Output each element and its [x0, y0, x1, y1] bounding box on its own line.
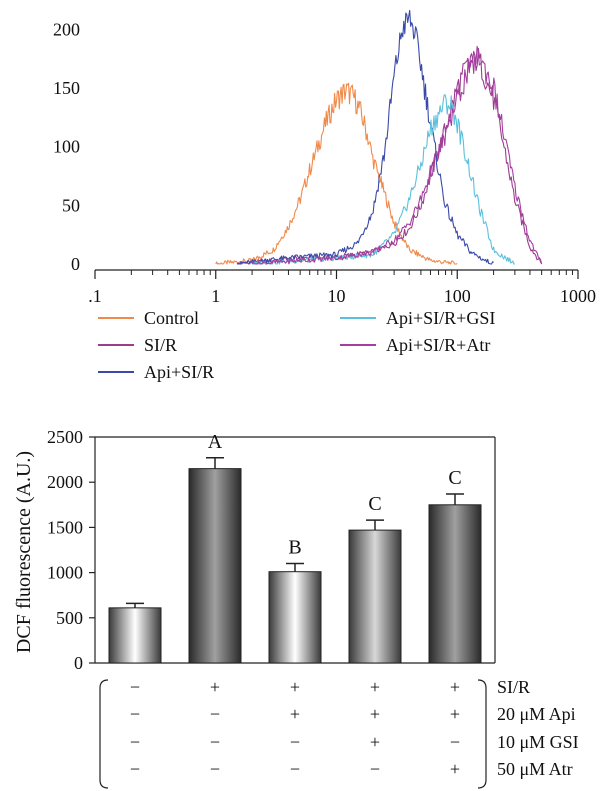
bar-chart-y-tick-label: 2000 — [47, 472, 83, 492]
condition-sign: + — [290, 677, 300, 697]
legend-label: Api+SI/R — [144, 362, 214, 382]
bar — [108, 607, 162, 664]
bar — [268, 571, 322, 664]
bar — [348, 529, 402, 664]
bar — [188, 468, 242, 664]
bar-chart-bars: A B C C — [108, 431, 482, 664]
histogram-y-tick-label: 100 — [53, 137, 80, 157]
bar — [428, 504, 482, 664]
bar-chart-y-tick-label: 500 — [56, 608, 83, 628]
histogram-x-tick-label: 1 — [211, 286, 220, 306]
condition-sign: + — [370, 677, 380, 697]
histogram-legend: Control SI/R Api+SI/R Api+SI/R+GSI Api+SI/R+… — [98, 308, 495, 382]
bar-chart-y-tick-label: 2500 — [47, 427, 83, 447]
condition-sign: + — [450, 759, 460, 779]
condition-sign: − — [130, 704, 140, 724]
condition-label: SI/R — [497, 677, 530, 697]
condition-table: − + + + + SI/R − − + + +20 μM Api − − − + − 10 μM GSI − − −… — [99, 677, 579, 789]
bar-chart-y-tick-label: 1000 — [47, 563, 83, 583]
histogram-x-tick-label: 100 — [444, 286, 471, 306]
bar-chart-y-axis-label: DCF fluorescence (A.U.) — [13, 451, 35, 653]
condition-sign: + — [370, 732, 380, 752]
histogram-x-tick-label: 1000 — [560, 286, 596, 306]
histogram-series-line — [236, 47, 543, 265]
bar-chart-y-tick-label: 0 — [74, 653, 83, 673]
condition-sign: + — [210, 677, 220, 697]
significance-label: C — [368, 493, 381, 515]
histogram-y-tick-label: 0 — [71, 254, 80, 274]
condition-label: 10 μM GSI — [497, 732, 579, 752]
condition-sign: − — [290, 759, 300, 779]
legend-label: Api+SI/R+GSI — [386, 308, 495, 328]
condition-sign: + — [370, 704, 380, 724]
bar-chart-y-ticks: 0 500 1000 1500 2000 2500 — [47, 427, 95, 673]
condition-sign: − — [210, 704, 220, 724]
legend-label: Control — [144, 308, 199, 328]
legend-label: Api+SI/R+Atr — [386, 335, 490, 355]
histogram-series-line — [237, 9, 494, 265]
condition-sign: − — [130, 759, 140, 779]
condition-sign: − — [450, 732, 460, 752]
condition-sign: − — [210, 759, 220, 779]
histogram-y-tick-label: 50 — [62, 195, 80, 215]
histogram-series-line — [252, 94, 515, 265]
histogram-y-ticks: 0 50 100 150 200 — [53, 19, 80, 274]
histogram-x-tick-label: 10 — [328, 286, 346, 306]
legend-label: SI/R — [144, 335, 177, 355]
histogram-series-line — [251, 45, 543, 265]
condition-sign: + — [290, 704, 300, 724]
bar-chart-y-tick-label: 1500 — [47, 517, 83, 537]
histogram-x-tick-label: .1 — [88, 286, 102, 306]
dcf-bar-chart: DCF fluorescence (A.U.) 0 500 1000 1500 2000… — [13, 427, 579, 789]
significance-label: A — [208, 431, 223, 453]
condition-sign: − — [130, 732, 140, 752]
condition-sign: + — [450, 704, 460, 724]
condition-sign: − — [370, 759, 380, 779]
condition-left-bracket — [99, 679, 109, 789]
significance-label: C — [448, 467, 461, 489]
significance-label: B — [288, 537, 301, 559]
condition-right-bracket — [477, 679, 487, 789]
condition-label: 20 μM Api — [497, 704, 576, 724]
condition-sign: + — [450, 677, 460, 697]
condition-sign: − — [130, 677, 140, 697]
histogram-series-line — [215, 82, 458, 265]
condition-label: 50 μM Atr — [497, 759, 573, 779]
condition-sign: − — [290, 732, 300, 752]
histogram-series — [215, 9, 543, 265]
histogram-y-tick-label: 200 — [53, 19, 80, 39]
histogram-x-ticks: .1 1 10 100 1000 — [88, 270, 596, 306]
histogram-y-tick-label: 150 — [53, 78, 80, 98]
flow-histogram-chart: 0 50 100 150 200 .1 1 10 100 1000 — [53, 9, 596, 306]
condition-sign: − — [210, 732, 220, 752]
